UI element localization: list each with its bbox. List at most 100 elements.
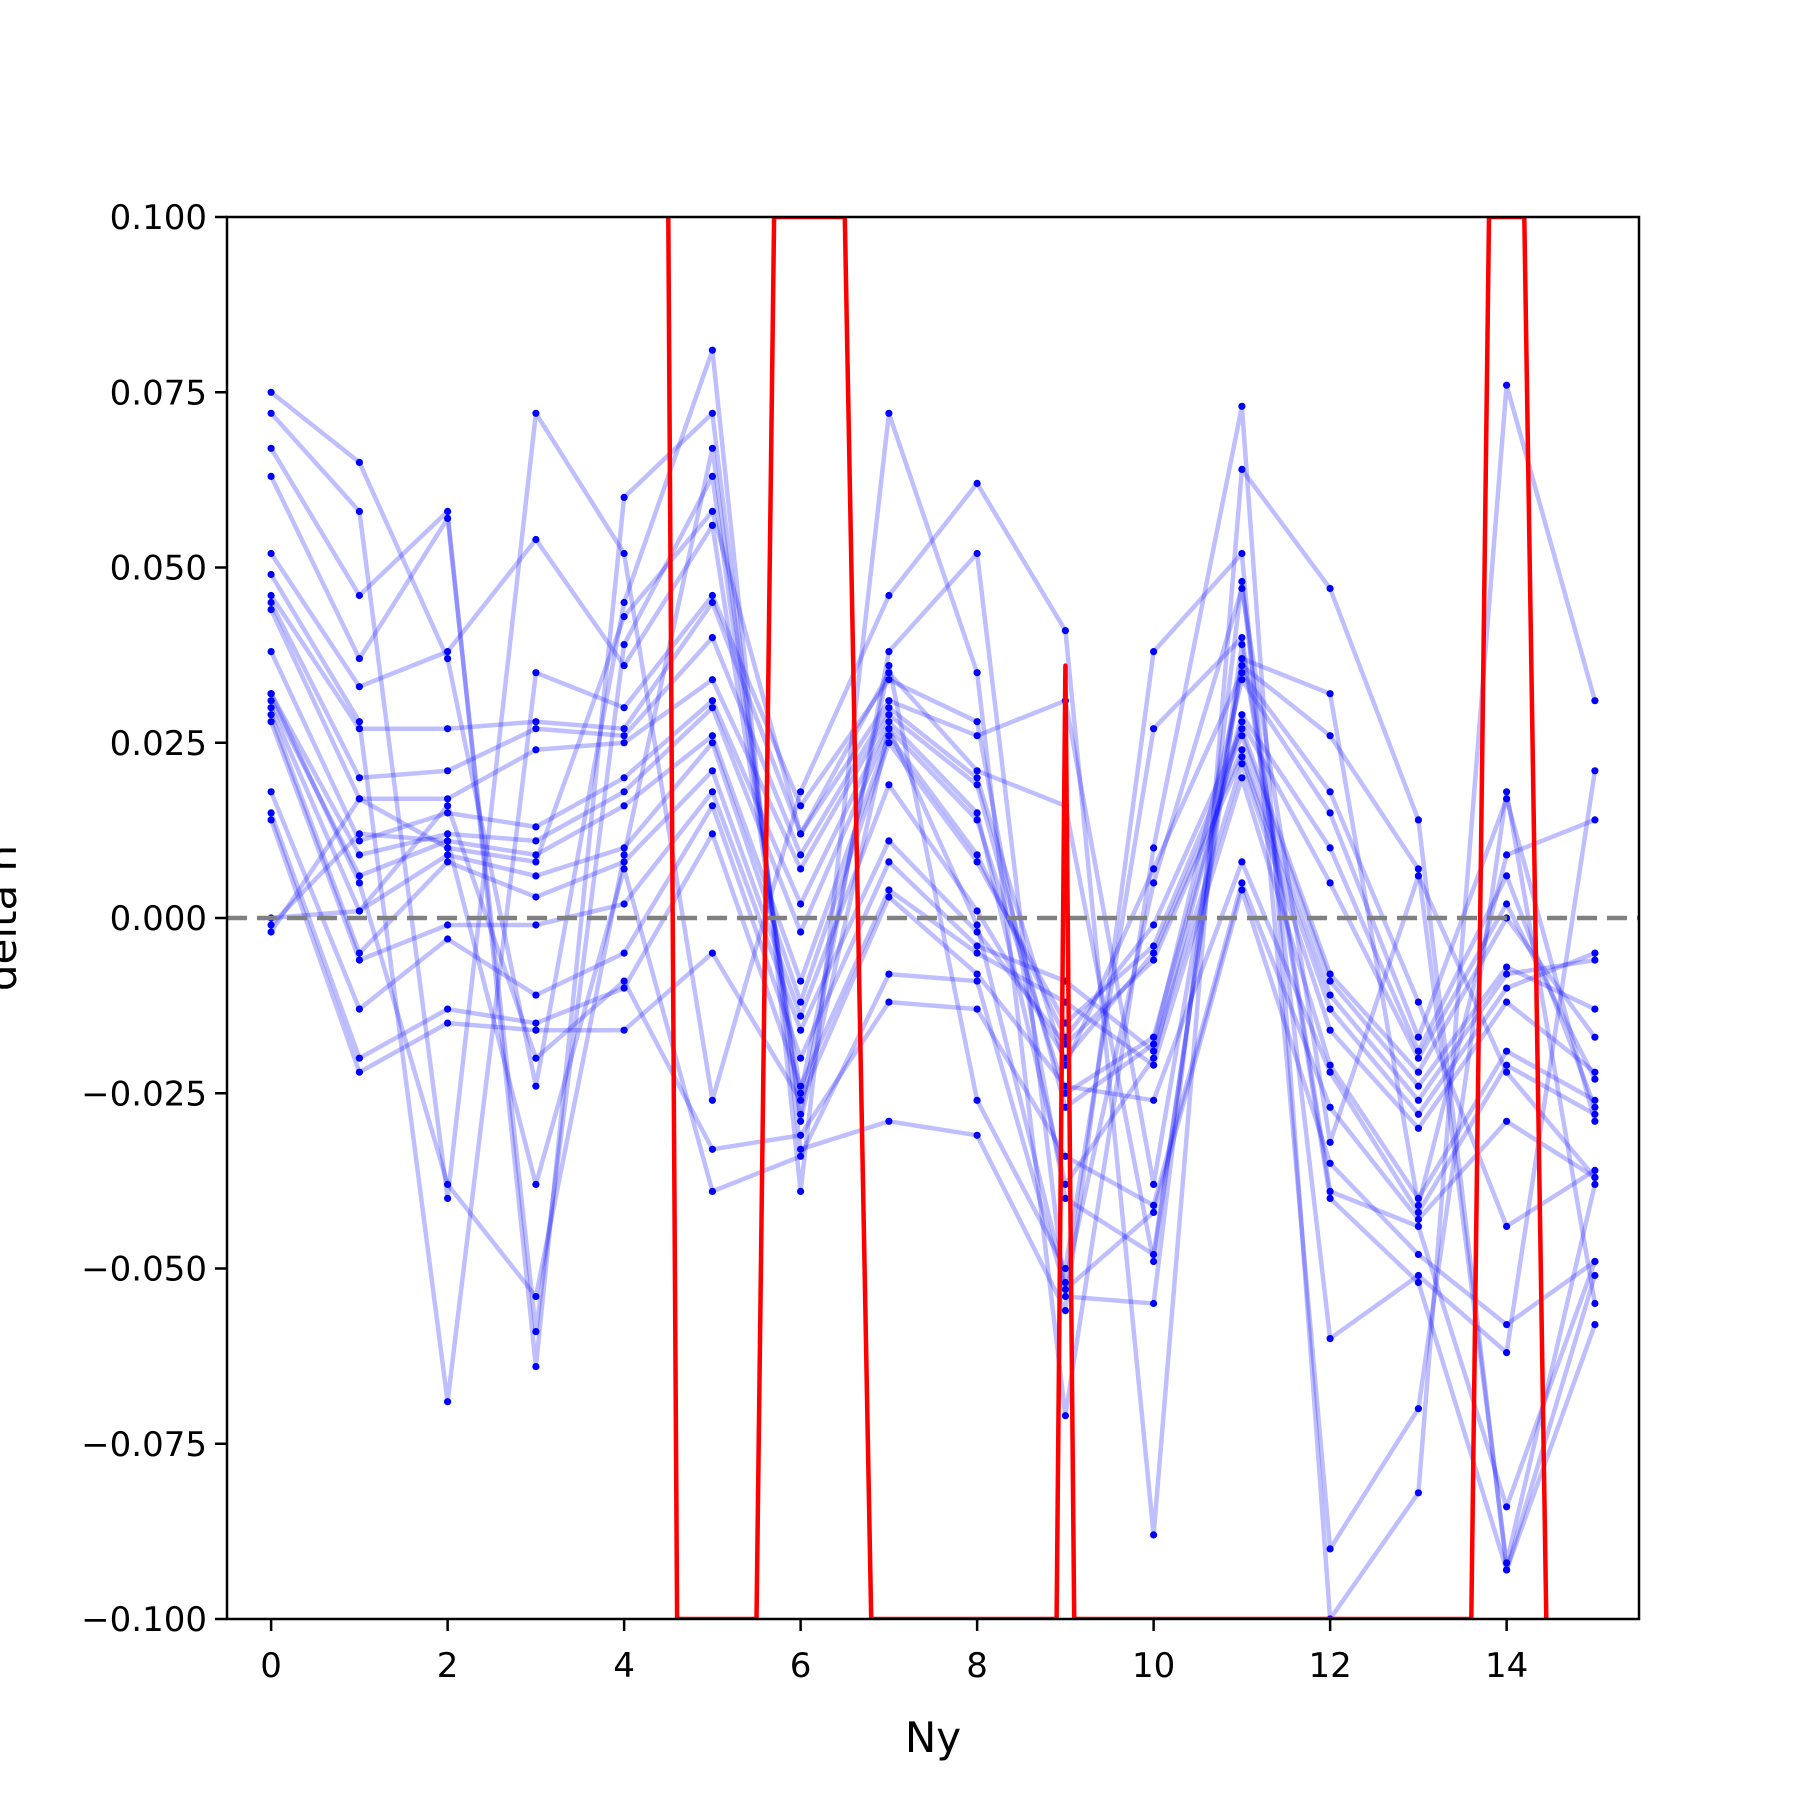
y-tick-label: 0.100 bbox=[110, 198, 207, 238]
x-tick-label: 10 bbox=[1132, 1646, 1175, 1686]
data-point bbox=[797, 1131, 805, 1139]
data-point bbox=[797, 788, 805, 796]
data-point bbox=[1503, 795, 1511, 803]
data-point bbox=[1150, 1531, 1158, 1539]
series-6 bbox=[267, 570, 1599, 1406]
data-point bbox=[1414, 816, 1422, 824]
x-tick-label: 8 bbox=[966, 1646, 988, 1686]
data-point bbox=[1326, 1194, 1334, 1202]
data-point bbox=[444, 830, 452, 838]
data-point bbox=[1591, 1321, 1599, 1329]
data-point bbox=[1326, 1159, 1334, 1167]
y-tick-label: 0.025 bbox=[110, 724, 207, 764]
data-point bbox=[1503, 984, 1511, 992]
data-point bbox=[1591, 1068, 1599, 1076]
data-point bbox=[885, 662, 893, 670]
data-point bbox=[1238, 718, 1246, 726]
series-line bbox=[269, 699, 1597, 1075]
data-point bbox=[1238, 711, 1246, 719]
data-point bbox=[885, 1117, 893, 1125]
data-point bbox=[355, 507, 363, 515]
data-point bbox=[708, 732, 717, 740]
series-21 bbox=[267, 507, 1599, 1574]
data-point bbox=[797, 865, 805, 873]
data-point bbox=[1238, 725, 1246, 733]
data-point bbox=[885, 837, 893, 845]
data-point bbox=[708, 1187, 717, 1195]
y-tick-label: 0.050 bbox=[110, 549, 207, 589]
y-tick-label: −0.025 bbox=[81, 1074, 207, 1114]
data-point bbox=[1326, 977, 1334, 985]
data-point bbox=[1238, 676, 1246, 684]
data-point bbox=[267, 648, 275, 656]
data-point bbox=[1238, 584, 1246, 593]
data-point bbox=[444, 921, 452, 929]
data-point bbox=[532, 921, 540, 929]
data-point bbox=[797, 1096, 805, 1104]
data-point bbox=[885, 648, 893, 656]
data-point bbox=[267, 549, 275, 558]
data-point bbox=[1414, 1215, 1422, 1223]
data-point bbox=[1503, 1503, 1511, 1511]
data-point bbox=[1326, 970, 1334, 978]
data-point bbox=[444, 1398, 452, 1406]
data-point bbox=[1150, 844, 1158, 852]
x-tick-label: 6 bbox=[790, 1646, 812, 1686]
data-point bbox=[1150, 1033, 1158, 1041]
series-16 bbox=[267, 760, 1599, 1132]
data-point bbox=[267, 788, 275, 796]
data-point bbox=[1414, 1082, 1422, 1090]
data-point bbox=[267, 591, 275, 600]
x-tick-label: 14 bbox=[1485, 1646, 1528, 1686]
data-point bbox=[444, 648, 452, 656]
data-point bbox=[1591, 1271, 1599, 1280]
data-point bbox=[1414, 1110, 1422, 1118]
data-point bbox=[444, 1194, 452, 1202]
data-point bbox=[973, 928, 981, 936]
data-point bbox=[532, 991, 540, 999]
data-point bbox=[885, 732, 893, 740]
data-point bbox=[708, 830, 717, 838]
series-20 bbox=[267, 830, 1599, 1329]
series-line bbox=[269, 446, 1597, 1299]
data-point bbox=[797, 851, 805, 859]
data-point bbox=[1150, 1096, 1158, 1104]
data-point bbox=[620, 704, 628, 712]
data-point bbox=[532, 893, 540, 901]
data-point bbox=[973, 549, 981, 558]
data-point bbox=[1414, 1047, 1422, 1055]
data-point bbox=[1150, 942, 1158, 950]
x-tick-label: 4 bbox=[613, 1646, 635, 1686]
data-point bbox=[708, 676, 717, 684]
data-point bbox=[267, 388, 275, 396]
data-point bbox=[1150, 1040, 1158, 1048]
data-point bbox=[355, 718, 363, 726]
data-point bbox=[708, 521, 717, 530]
data-point bbox=[532, 725, 540, 733]
data-point bbox=[1591, 1180, 1599, 1188]
series-15 bbox=[267, 718, 1599, 1118]
data-point bbox=[532, 872, 540, 880]
series-line bbox=[268, 775, 1596, 1201]
data-point bbox=[797, 830, 805, 838]
data-point bbox=[797, 1054, 805, 1062]
data-point bbox=[532, 1019, 540, 1027]
data-point bbox=[444, 1180, 452, 1188]
data-point bbox=[1414, 1208, 1422, 1216]
data-point bbox=[444, 795, 452, 803]
data-point bbox=[973, 718, 981, 726]
data-point bbox=[885, 409, 893, 417]
data-point bbox=[267, 606, 275, 614]
data-point bbox=[708, 472, 717, 480]
data-point bbox=[1238, 753, 1246, 761]
y-tick-label: −0.100 bbox=[81, 1600, 207, 1640]
data-point bbox=[1503, 1349, 1511, 1357]
data-point bbox=[1414, 1222, 1422, 1230]
data-point bbox=[973, 970, 981, 978]
data-point bbox=[1591, 1033, 1599, 1041]
data-point bbox=[1238, 879, 1246, 887]
data-point bbox=[355, 851, 363, 859]
series-line bbox=[269, 411, 1598, 1573]
